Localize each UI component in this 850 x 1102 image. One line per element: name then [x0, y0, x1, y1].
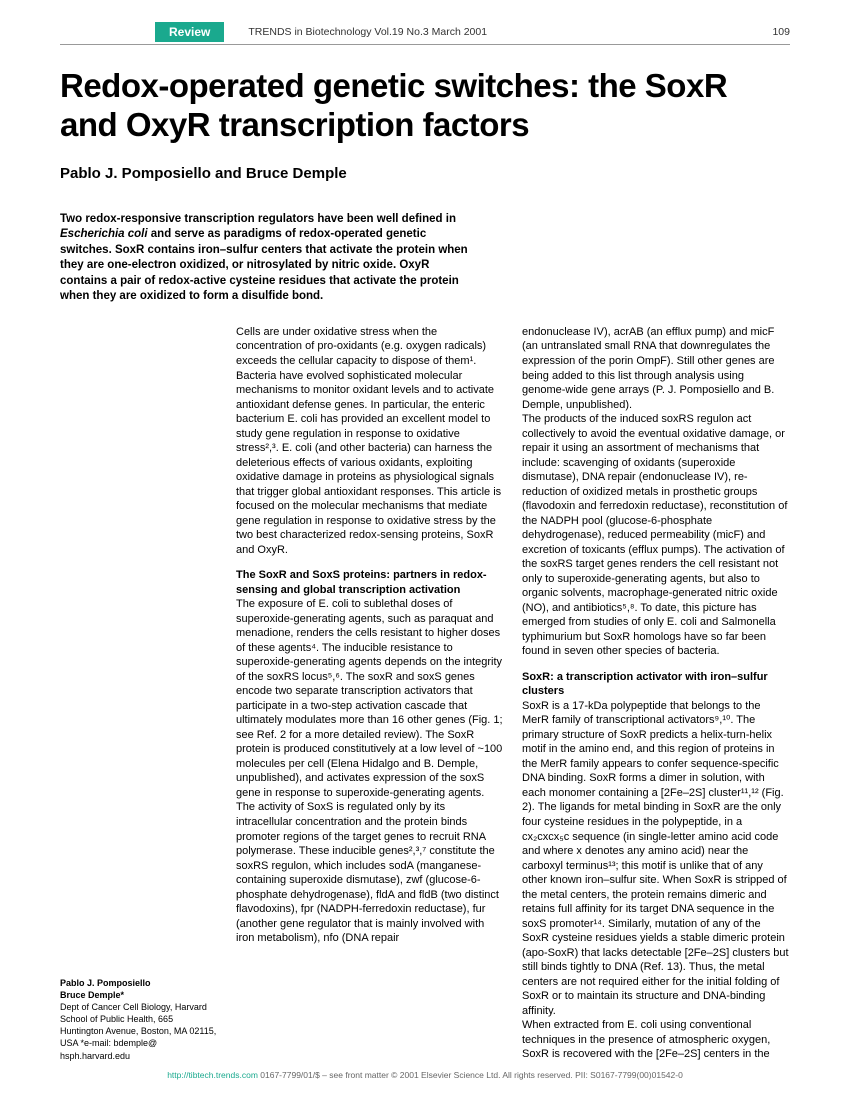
abstract: Two redox-responsive transcription regul… — [60, 212, 476, 305]
review-badge: Review — [155, 22, 224, 42]
column-1: Cells are under oxidative stress when th… — [236, 325, 504, 1062]
section-heading-1: The SoxR and SoxS proteins: partners in … — [236, 568, 504, 597]
column-2: endonuclease IV), acrAB (an efflux pump)… — [522, 325, 790, 1062]
continuation-paragraph: endonuclease IV), acrAB (an efflux pump)… — [522, 325, 790, 412]
page-header: Review TRENDS in Biotechnology Vol.19 No… — [60, 22, 790, 45]
page-number: 109 — [772, 26, 790, 38]
body-paragraph: The products of the induced soxRS regulo… — [522, 412, 790, 659]
author-affiliation: Pablo J. Pomposiello Bruce Demple* Dept … — [60, 977, 218, 1062]
body-paragraph: The exposure of E. coli to sublethal dos… — [236, 597, 504, 945]
page-footer: http://tibtech.trends.com 0167-7799/01/$… — [60, 1070, 790, 1080]
article-title: Redox-operated genetic switches: the Sox… — [60, 67, 790, 145]
intro-paragraph: Cells are under oxidative stress when th… — [236, 325, 504, 557]
body-columns: Pablo J. Pomposiello Bruce Demple* Dept … — [60, 325, 790, 1062]
body-paragraph: When extracted from E. coli using conven… — [522, 1018, 790, 1062]
journal-info: TRENDS in Biotechnology Vol.19 No.3 Marc… — [248, 26, 772, 38]
footer-url: http://tibtech.trends.com — [167, 1070, 258, 1080]
body-paragraph: SoxR is a 17-kDa polypeptide that belong… — [522, 699, 790, 1018]
article-authors: Pablo J. Pomposiello and Bruce Demple — [60, 165, 790, 182]
section-heading-2: SoxR: a transcription activator with iro… — [522, 670, 790, 699]
